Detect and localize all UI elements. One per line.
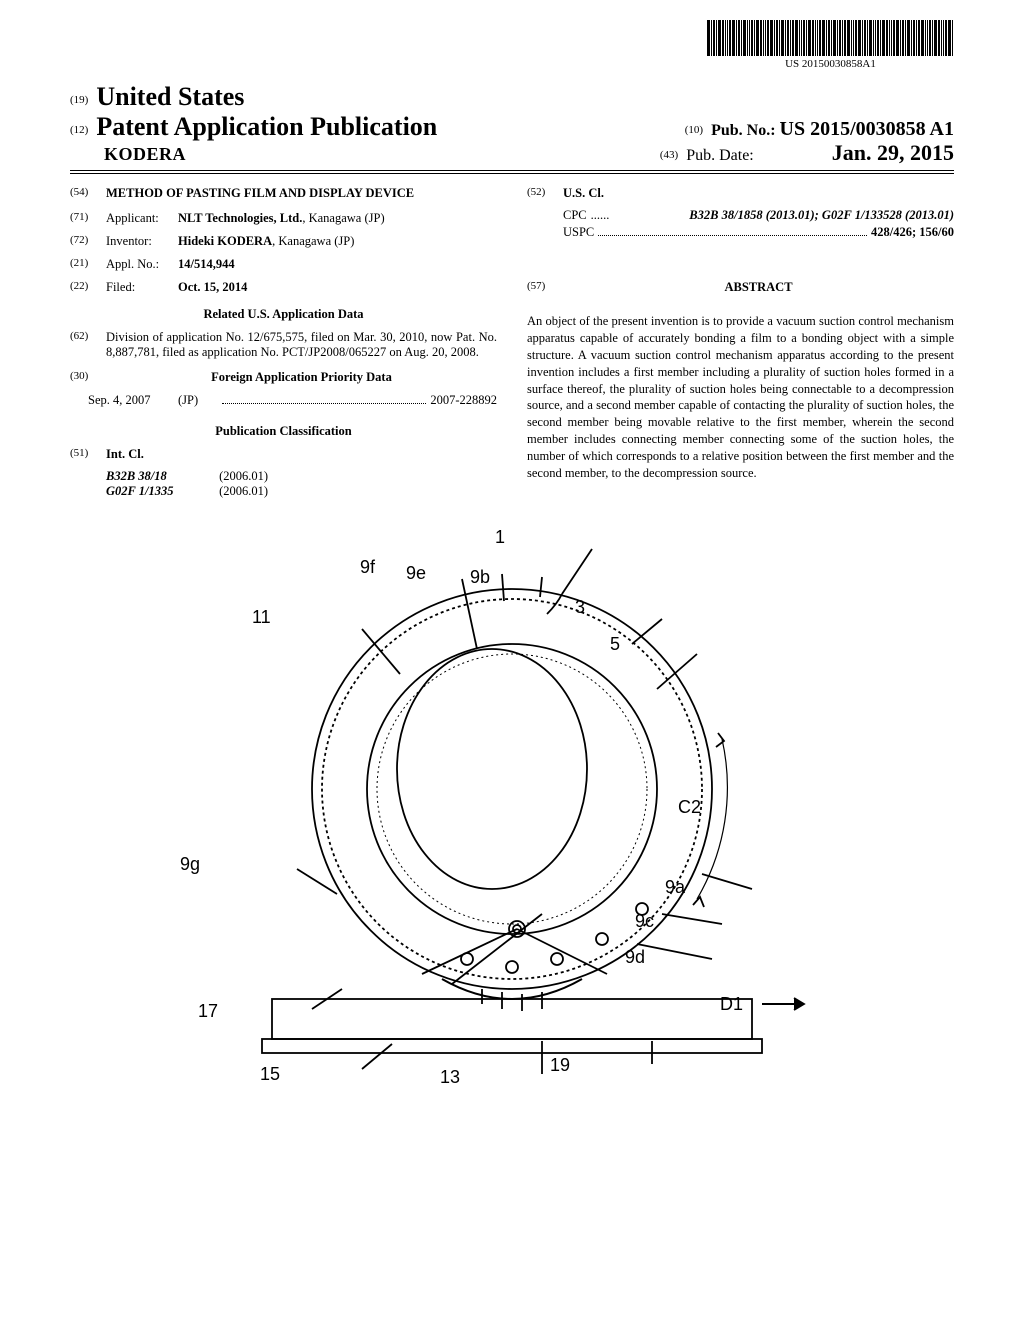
field-54: (54) METHOD OF PASTING FILM AND DISPLAY … (70, 186, 497, 201)
author-name: KODERA (70, 144, 186, 165)
field-72: (72) Inventor: Hideki KODERA, Kanagawa (… (70, 234, 497, 249)
pub-no-label: Pub. No.: (711, 122, 775, 139)
code-30: (30) (70, 370, 106, 385)
intcl-1: B32B 38/18 (2006.01) (70, 469, 497, 484)
code-62: (62) (70, 330, 106, 360)
uspc-row: USPC 428/426; 156/60 (527, 225, 954, 240)
intcl-label: Int. Cl. (106, 447, 144, 462)
fig-label-9d: 9d (625, 947, 645, 968)
figure: 1 3 5 9a 9b 9c 9d 9e 9f 9g 11 13 15 17 1… (70, 519, 954, 1089)
dotted-leader (222, 389, 426, 404)
fig-label-19: 19 (550, 1055, 570, 1076)
code-10: (10) (685, 124, 703, 136)
code-71: (71) (70, 211, 106, 226)
classification-header: Publication Classification (70, 424, 497, 439)
code-12: (12) (70, 124, 88, 136)
cpc-label: CPC (563, 208, 587, 223)
intcl-2: G02F 1/1335 (2006.01) (70, 484, 497, 499)
uspc-value: 428/426; 156/60 (871, 225, 954, 240)
field-71: (71) Applicant: NLT Technologies, Ltd., … (70, 211, 497, 226)
cpc-value: B32B 38/1858 (2013.01); G02F 1/133528 (2… (689, 208, 954, 222)
fig-label-C2: C2 (678, 797, 701, 818)
divider-thin (70, 173, 954, 174)
fig-label-13: 13 (440, 1067, 460, 1088)
fig-label-9c: 9c (635, 911, 654, 932)
abstract-title: ABSTRACT (563, 280, 954, 295)
uspc-label: USPC (563, 225, 594, 240)
code-22: (22) (70, 280, 106, 295)
right-column: (52) U.S. Cl. CPC ...... B32B 38/1858 (2… (527, 186, 954, 499)
publication-type: Patent Application Publication (96, 112, 437, 141)
fig-label-15: 15 (260, 1064, 280, 1085)
code-51: (51) (70, 447, 106, 462)
field-62: (62) Division of application No. 12/675,… (70, 330, 497, 360)
filed-label: Filed: (106, 280, 178, 295)
dotted-leader-2 (598, 221, 867, 236)
inventor-label: Inventor: (106, 234, 178, 249)
fig-label-11: 11 (252, 607, 271, 628)
priority-country: (JP) (178, 393, 218, 408)
related-header: Related U.S. Application Data (70, 307, 497, 322)
barcode-number: US 20150030858A1 (707, 58, 954, 70)
priority-number: 2007-228892 (430, 393, 497, 408)
field-57: (57) ABSTRACT (527, 280, 954, 295)
uscl-label: U.S. Cl. (563, 186, 604, 201)
pub-date: Jan. 29, 2015 (832, 140, 954, 165)
division-text: Division of application No. 12/675,575, … (106, 330, 497, 360)
header: (19) United States (12) Patent Applicati… (70, 82, 954, 166)
fig-label-9e: 9e (406, 563, 426, 584)
applicant-name: NLT Technologies, Ltd. (178, 211, 302, 225)
code-57: (57) (527, 280, 563, 295)
code-72: (72) (70, 234, 106, 249)
code-19: (19) (70, 94, 88, 106)
applicant-loc: , Kanagawa (JP) (302, 211, 384, 225)
left-column: (54) METHOD OF PASTING FILM AND DISPLAY … (70, 186, 497, 499)
field-30: (30) Foreign Application Priority Data (70, 370, 497, 385)
priority-row: Sep. 4, 2007 (JP) 2007-228892 (88, 393, 497, 408)
applno-label: Appl. No.: (106, 257, 178, 272)
code-52: (52) (527, 186, 563, 201)
field-22: (22) Filed: Oct. 15, 2014 (70, 280, 497, 295)
filed-value: Oct. 15, 2014 (178, 280, 247, 295)
inventor-name: Hideki KODERA (178, 234, 272, 248)
intcl-code-1: B32B 38/18 (106, 469, 216, 484)
invention-title: METHOD OF PASTING FILM AND DISPLAY DEVIC… (106, 186, 414, 201)
fig-label-5: 5 (610, 634, 620, 655)
abstract-text: An object of the present invention is to… (527, 313, 954, 482)
foreign-header: Foreign Application Priority Data (106, 370, 497, 385)
inventor-value: Hideki KODERA, Kanagawa (JP) (178, 234, 354, 249)
applicant-label: Applicant: (106, 211, 178, 226)
applno-value: 14/514,944 (178, 257, 235, 272)
figure-svg (162, 519, 862, 1079)
pub-no: US 2015/0030858 A1 (780, 118, 954, 140)
barcode (707, 20, 954, 56)
pub-date-label: Pub. Date: (686, 147, 754, 164)
fig-label-1: 1 (495, 527, 505, 548)
divider-thick (70, 170, 954, 171)
country: United States (96, 82, 244, 111)
code-54: (54) (70, 186, 106, 201)
intcl-ver-2: (2006.01) (219, 484, 268, 498)
fig-label-9b: 9b (470, 567, 490, 588)
fig-label-D1: D1 (720, 994, 743, 1015)
intcl-ver-1: (2006.01) (219, 469, 268, 483)
priority-date: Sep. 4, 2007 (88, 393, 178, 408)
field-51: (51) Int. Cl. (70, 447, 497, 462)
fig-label-9a: 9a (665, 877, 685, 898)
field-21: (21) Appl. No.: 14/514,944 (70, 257, 497, 272)
code-21: (21) (70, 257, 106, 272)
body-columns: (54) METHOD OF PASTING FILM AND DISPLAY … (70, 186, 954, 499)
fig-label-9f: 9f (360, 557, 375, 578)
barcode-block: US 20150030858A1 (707, 20, 954, 70)
inventor-loc: , Kanagawa (JP) (272, 234, 354, 248)
code-43: (43) (660, 149, 678, 161)
fig-label-9g: 9g (180, 854, 200, 875)
intcl-code-2: G02F 1/1335 (106, 484, 216, 499)
field-52: (52) U.S. Cl. (527, 186, 954, 201)
applicant-value: NLT Technologies, Ltd., Kanagawa (JP) (178, 211, 385, 226)
fig-label-3: 3 (575, 597, 585, 618)
fig-label-17: 17 (198, 1001, 218, 1022)
